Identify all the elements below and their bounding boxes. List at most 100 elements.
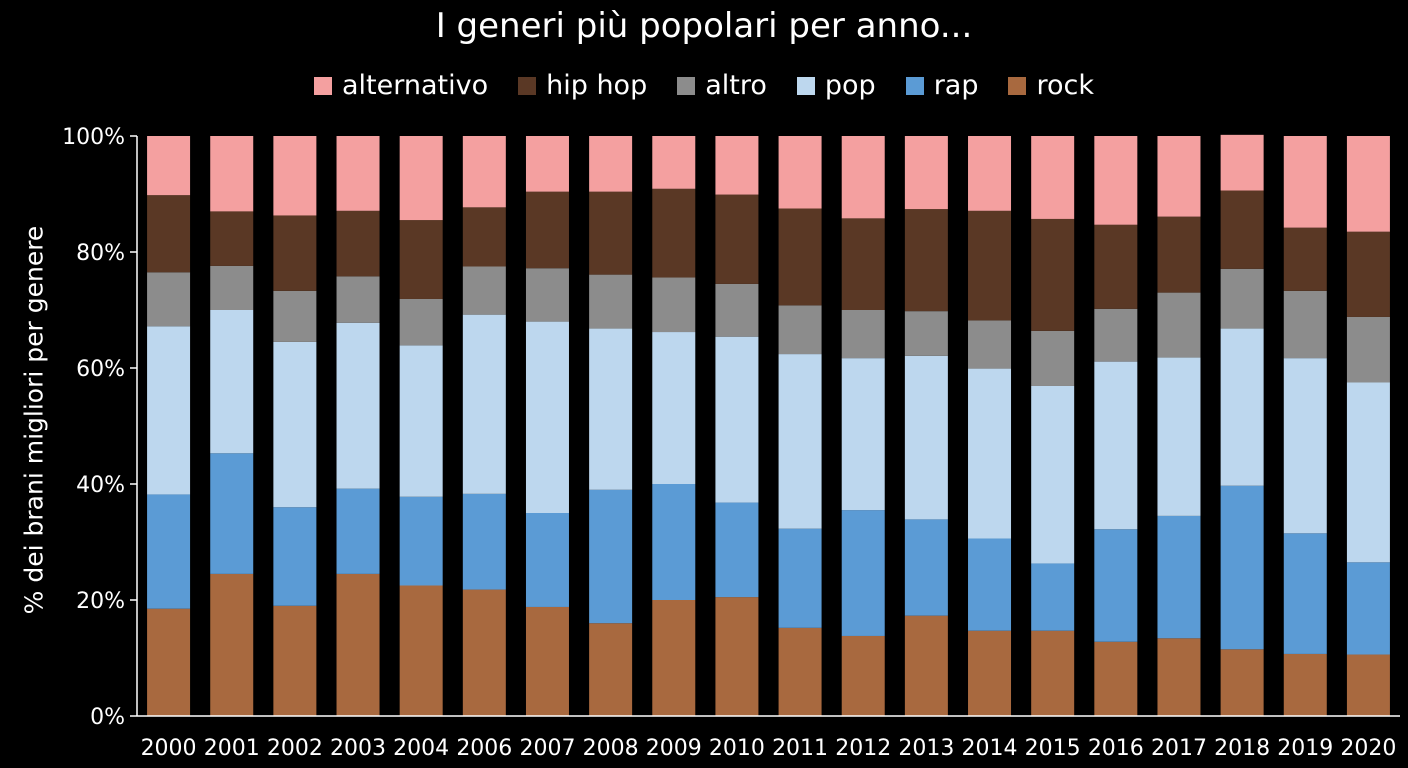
legend-item-rock: rock — [1008, 70, 1094, 101]
bar-segment-alternativo-2008 — [589, 136, 633, 192]
bar-segment-rock-2015 — [1031, 630, 1075, 716]
bar-segment-rap-2019 — [1283, 533, 1327, 654]
bar-segment-pop-2000 — [147, 326, 191, 495]
bar-segment-alternativo-2014 — [968, 136, 1012, 211]
bar-segment-alternativo-2016 — [1094, 136, 1138, 225]
bar-segment-rock-2010 — [715, 597, 759, 716]
x-tick-label: 2019 — [1277, 736, 1333, 761]
y-tick-label: 40% — [76, 473, 125, 498]
bar-segment-altro-2003 — [336, 276, 380, 323]
bar-segment-rock-2018 — [1220, 649, 1264, 716]
legend-label: hip hop — [546, 70, 648, 101]
bar-segment-altro-2013 — [904, 311, 948, 356]
bar-segment-altro-2010 — [715, 283, 759, 337]
bar-segment-hip-hop-2006 — [462, 207, 506, 267]
bar-segment-alternativo-2018 — [1220, 134, 1264, 191]
bar-segment-hip-hop-2019 — [1283, 227, 1327, 291]
bar-segment-hip-hop-2000 — [147, 195, 191, 273]
x-tick-label: 2003 — [330, 736, 386, 761]
bar-segment-rock-2006 — [462, 589, 506, 716]
bar-segment-hip-hop-2011 — [778, 208, 822, 306]
bar-segment-hip-hop-2004 — [399, 220, 443, 299]
x-tick-label: 2007 — [519, 736, 575, 761]
bar-segment-rap-2004 — [399, 496, 443, 586]
bar-segment-altro-2009 — [652, 277, 696, 333]
bar-segment-rock-2008 — [589, 623, 633, 716]
bar-segment-rock-2003 — [336, 573, 380, 716]
bar-segment-rap-2011 — [778, 528, 822, 628]
bar-segment-pop-2009 — [652, 332, 696, 484]
bar-segment-pop-2008 — [589, 328, 633, 490]
x-tick-label: 2008 — [583, 736, 639, 761]
bar-segment-altro-2004 — [399, 298, 443, 346]
bar-segment-hip-hop-2013 — [904, 209, 948, 312]
chart-title: I generi più popolari per anno... — [435, 6, 973, 46]
x-tick-label: 2020 — [1340, 736, 1396, 761]
legend-label: rap — [933, 70, 979, 101]
bar-segment-rap-2014 — [968, 538, 1012, 631]
bar-segment-pop-2011 — [778, 354, 822, 529]
bar-segment-alternativo-2009 — [652, 136, 696, 189]
bar-segment-rock-2007 — [525, 606, 569, 716]
bar-segment-altro-2016 — [1094, 308, 1138, 362]
legend-label: altro — [705, 70, 767, 101]
bar-segment-pop-2010 — [715, 336, 759, 503]
legend-swatch — [796, 76, 815, 95]
bar-segment-pop-2017 — [1157, 357, 1201, 516]
bar-segment-rap-2018 — [1220, 485, 1264, 650]
bar-segment-rock-2016 — [1094, 641, 1138, 716]
bar-segment-rock-2004 — [399, 585, 443, 716]
bar-segment-altro-2001 — [210, 265, 254, 310]
bar-segment-pop-2002 — [273, 341, 317, 508]
bar-segment-altro-2019 — [1283, 290, 1327, 359]
bar-segment-rock-2001 — [210, 573, 254, 716]
bar-segment-rock-2020 — [1346, 654, 1390, 716]
bar-segment-rock-2012 — [841, 635, 885, 716]
bar-segment-rock-2000 — [147, 608, 191, 716]
bar-segment-pop-2018 — [1220, 328, 1264, 486]
bar-segment-pop-2016 — [1094, 361, 1138, 530]
legend-item-rap: rap — [905, 70, 979, 101]
bar-segment-rap-2001 — [210, 453, 254, 574]
legend: alternativo hip hop altro pop rap rock — [0, 70, 1408, 101]
legend-item-pop: pop — [796, 70, 876, 101]
bar-segment-hip-hop-2017 — [1157, 216, 1201, 293]
bar-segment-altro-2006 — [462, 266, 506, 315]
bar-segment-rap-2016 — [1094, 529, 1138, 642]
bar-segment-altro-2011 — [778, 305, 822, 355]
bar-segment-hip-hop-2009 — [652, 188, 696, 278]
bar-segment-rap-2009 — [652, 484, 696, 600]
bar-segment-hip-hop-2007 — [525, 191, 569, 269]
x-tick-label: 2000 — [141, 736, 197, 761]
bar-segment-pop-2007 — [525, 321, 569, 513]
bar-segment-pop-2012 — [841, 358, 885, 511]
x-tick-label: 2001 — [204, 736, 260, 761]
bar-segment-hip-hop-2001 — [210, 211, 254, 266]
x-tick-label: 2015 — [1025, 736, 1081, 761]
bar-segment-hip-hop-2010 — [715, 194, 759, 284]
legend-swatch — [905, 76, 924, 95]
bar-segment-hip-hop-2014 — [968, 210, 1012, 321]
y-tick-label: 0% — [90, 705, 125, 730]
bar-segment-rap-2003 — [336, 488, 380, 574]
bar-segment-alternativo-2001 — [210, 136, 254, 212]
legend-item-hip-hop: hip hop — [518, 70, 647, 101]
x-tick-label: 2002 — [267, 736, 323, 761]
bar-segment-pop-2014 — [968, 368, 1012, 539]
bar-segment-alternativo-2004 — [399, 136, 443, 221]
bar-segment-hip-hop-2012 — [841, 218, 885, 310]
bar-segment-pop-2019 — [1283, 358, 1327, 534]
bar-segment-hip-hop-2003 — [336, 210, 380, 277]
bar-segment-pop-2013 — [904, 355, 948, 520]
bar-segment-altro-2000 — [147, 272, 191, 327]
bar-segment-alternativo-2017 — [1157, 136, 1201, 217]
bar-segment-altro-2015 — [1031, 330, 1075, 386]
bar-segment-alternativo-2000 — [147, 136, 191, 196]
bar-segment-hip-hop-2008 — [589, 191, 633, 275]
bar-segment-rap-2015 — [1031, 563, 1075, 631]
x-tick-label: 2013 — [898, 736, 954, 761]
legend-label: rock — [1036, 70, 1094, 101]
x-tick-label: 2017 — [1151, 736, 1207, 761]
